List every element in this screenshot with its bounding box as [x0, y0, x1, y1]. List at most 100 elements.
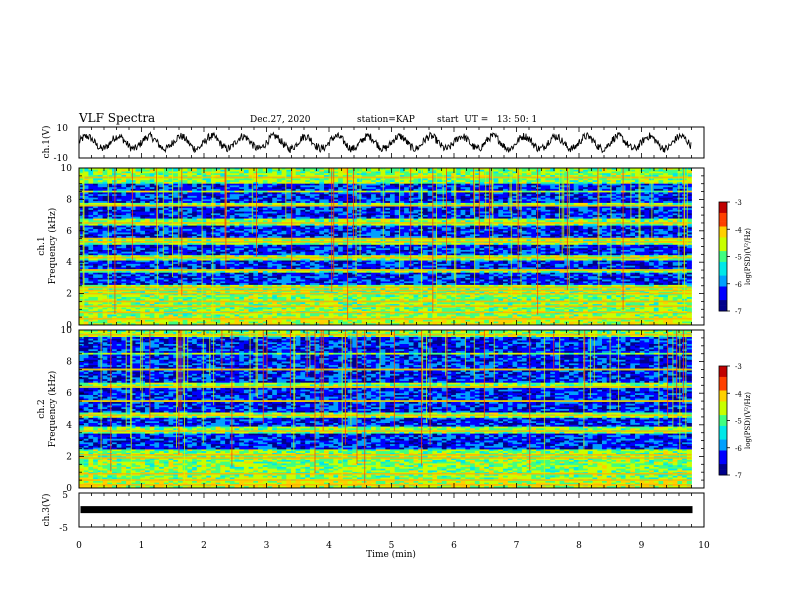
spectrogram-cell — [418, 209, 424, 212]
spectrogram-cell — [140, 195, 146, 198]
spectrogram-cell — [286, 215, 292, 218]
spectrogram-cell — [243, 213, 249, 216]
spectrogram-cell — [182, 185, 188, 188]
spectrogram-cell — [107, 206, 113, 209]
spectrogram-cell — [281, 211, 287, 214]
spectrogram-cell — [243, 218, 249, 221]
spectrogram-cell — [215, 229, 221, 232]
spectrogram-cell — [385, 202, 391, 205]
spectrogram-cell — [484, 216, 490, 219]
spectrogram-cell — [451, 211, 457, 214]
spectrogram-cell — [262, 218, 268, 221]
spectrogram-cell — [239, 171, 245, 174]
spectrogram-cell — [427, 182, 433, 185]
spectrogram-cell — [107, 227, 113, 230]
spectrogram-cell — [272, 213, 278, 216]
spectrogram-cell — [276, 192, 282, 195]
spectrogram-cell — [413, 215, 419, 218]
spectrogram-cell — [272, 215, 278, 218]
spectrogram-cell — [267, 173, 273, 176]
spectrogram-cell — [347, 211, 353, 214]
spectrogram-cell — [135, 218, 141, 221]
spectrogram-cell — [597, 223, 603, 226]
spectrogram-cell — [163, 187, 169, 190]
spectrogram-cell — [686, 213, 692, 216]
spectrogram-cell — [333, 216, 339, 219]
spectrogram-cell — [653, 208, 659, 211]
spectrogram-cell — [333, 211, 339, 214]
spectrogram-cell — [418, 225, 424, 228]
spectrogram-cell — [441, 169, 447, 172]
spectrogram-cell — [413, 168, 419, 171]
spectrogram-cell — [531, 194, 537, 197]
spectrogram-cell — [220, 206, 226, 209]
spectrogram-cell — [196, 223, 202, 226]
spectrogram-cell — [394, 194, 400, 197]
spectrogram-cell — [479, 201, 485, 204]
spectrogram-cell — [248, 185, 254, 188]
spectrogram-cell — [418, 197, 424, 200]
spectrogram-cell — [149, 173, 155, 176]
spectrogram-cell — [272, 187, 278, 190]
spectrogram-cell — [319, 168, 325, 171]
spectrogram-cell — [88, 190, 94, 193]
spectrogram-cell — [168, 182, 174, 185]
spectrogram-cell — [116, 180, 122, 183]
spectrogram-cell — [97, 195, 103, 198]
spectrogram-cell — [309, 195, 315, 198]
spectrogram-cell — [253, 232, 259, 235]
spectrogram-cell — [578, 220, 584, 223]
spectrogram-cell — [83, 232, 89, 235]
spectrogram-cell — [97, 223, 103, 226]
spectrogram-cell — [606, 182, 612, 185]
spectrogram-cell — [121, 171, 127, 174]
spectrogram-cell — [215, 216, 221, 219]
spectrogram-cell — [83, 178, 89, 181]
spectrogram-cell — [606, 208, 612, 211]
spectrogram-cell — [550, 168, 556, 171]
spectrogram-cell — [361, 195, 367, 198]
spectrogram-cell — [324, 180, 330, 183]
spectrogram-cell — [399, 211, 405, 214]
spectrogram-cell — [88, 230, 94, 233]
spectrogram-cell — [602, 195, 608, 198]
spectrogram-cell — [281, 232, 287, 235]
spectrogram-cell — [140, 209, 146, 212]
spectrogram-cell — [418, 182, 424, 185]
spectrogram-cell — [159, 211, 165, 214]
spectrogram-cell — [667, 178, 673, 181]
spectrogram-cell — [102, 232, 108, 235]
spectrogram-cell — [366, 188, 372, 191]
spectrogram-cell — [159, 175, 165, 178]
spectrogram-cell — [512, 206, 518, 209]
spectrogram-cell — [93, 206, 99, 209]
spectrogram-cell — [149, 227, 155, 230]
spectrogram-cell — [667, 213, 673, 216]
spectrogram-cell — [314, 211, 320, 214]
spectrogram-cell — [375, 223, 381, 226]
spectrogram-cell — [526, 213, 532, 216]
spectrogram-cell — [446, 206, 452, 209]
spectrogram-cell — [578, 175, 584, 178]
spectrogram-cell — [498, 218, 504, 221]
spectrogram-cell — [305, 192, 311, 195]
spectrogram-cell — [276, 206, 282, 209]
spectrogram-cell — [215, 178, 221, 181]
spectrogram-cell — [210, 230, 216, 233]
spectrogram-cell — [333, 169, 339, 172]
spectrogram-cell — [286, 213, 292, 216]
spectrogram-cell — [229, 213, 235, 216]
spectrogram-cell — [446, 178, 452, 181]
spectrogram-cell — [272, 227, 278, 230]
spectrogram-cell — [149, 195, 155, 198]
spectrogram-cell — [107, 197, 113, 200]
spectrogram-cell — [578, 223, 584, 226]
spectrogram-cell — [352, 213, 358, 216]
spectrogram-cell — [611, 171, 617, 174]
spectrogram-cell — [97, 169, 103, 172]
spectrogram-cell — [404, 225, 410, 228]
spectrogram-cell — [361, 178, 367, 181]
spectrogram-cell — [357, 206, 363, 209]
spectrogram-cell — [587, 190, 593, 193]
spectrogram-cell — [498, 230, 504, 233]
